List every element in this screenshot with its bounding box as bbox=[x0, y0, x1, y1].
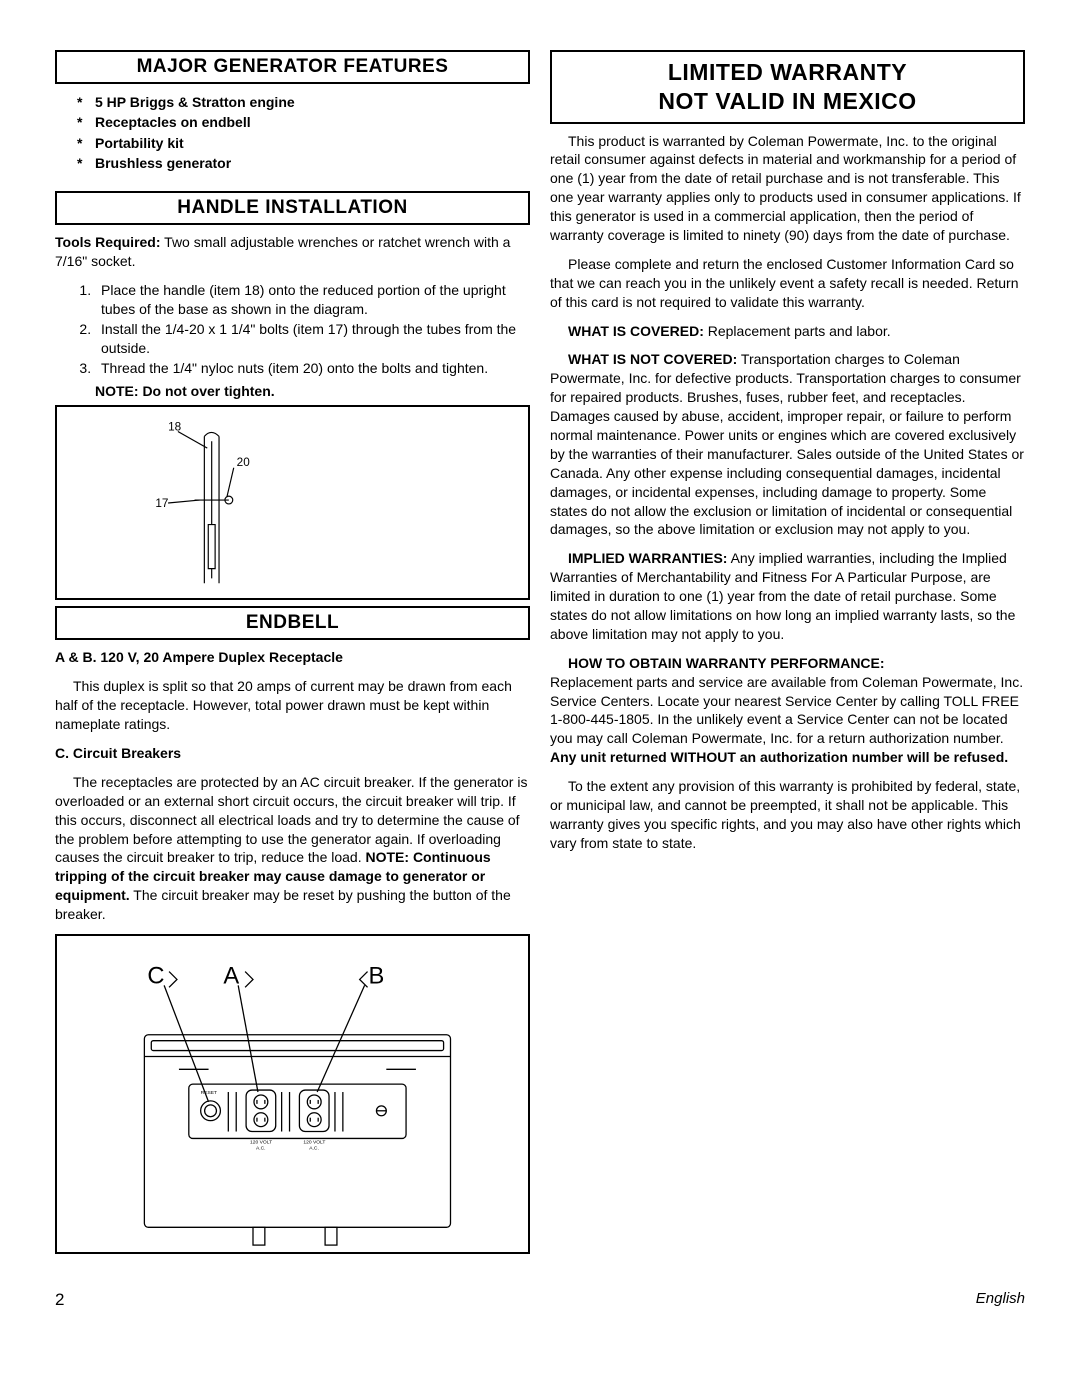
svg-text:A.C.: A.C. bbox=[256, 1145, 266, 1151]
svg-text:120 VOLT: 120 VOLT bbox=[303, 1139, 325, 1145]
callout-b: B bbox=[369, 963, 385, 989]
callout-c: C bbox=[147, 963, 164, 989]
endbell-ab-text: This duplex is split so that 20 amps of … bbox=[55, 677, 530, 734]
implied: IMPLIED WARRANTIES: Any implied warranti… bbox=[550, 549, 1025, 643]
endbell-ab: A & B. 120 V, 20 Ampere Duplex Receptacl… bbox=[55, 648, 530, 667]
step: Install the 1/4-20 x 1 1/4" bolts (item … bbox=[95, 320, 530, 358]
svg-text:A.C.: A.C. bbox=[309, 1145, 319, 1151]
diagram-label-17: 17 bbox=[155, 497, 168, 510]
install-steps: Place the handle (item 18) onto the redu… bbox=[55, 281, 530, 377]
warranty-header: LIMITED WARRANTY NOT VALID IN MEXICO bbox=[550, 50, 1025, 124]
diagram-label-18: 18 bbox=[168, 421, 182, 434]
step: Place the handle (item 18) onto the redu… bbox=[95, 281, 530, 319]
handle-header: HANDLE INSTALLATION bbox=[55, 191, 530, 225]
step: Thread the 1/4" nyloc nuts (item 20) ont… bbox=[95, 359, 530, 378]
svg-text:120 VOLT: 120 VOLT bbox=[250, 1139, 272, 1145]
footer: 2 English bbox=[0, 1290, 1080, 1350]
svg-text:RESET: RESET bbox=[201, 1090, 217, 1096]
endbell-c: C. Circuit Breakers bbox=[55, 744, 530, 763]
features-list: 5 HP Briggs & Stratton engine Receptacle… bbox=[55, 92, 530, 173]
feature-item: 5 HP Briggs & Stratton engine bbox=[77, 92, 530, 112]
endbell-header: ENDBELL bbox=[55, 606, 530, 640]
feature-item: Portability kit bbox=[77, 133, 530, 153]
obtain: HOW TO OBTAIN WARRANTY PERFORMANCE:Repla… bbox=[550, 654, 1025, 767]
feature-item: Receptacles on endbell bbox=[77, 112, 530, 132]
feature-item: Brushless generator bbox=[77, 153, 530, 173]
diagram-label-20: 20 bbox=[237, 456, 251, 469]
left-column: MAJOR GENERATOR FEATURES 5 HP Briggs & S… bbox=[55, 50, 530, 1260]
not-covered: WHAT IS NOT COVERED: Transportation char… bbox=[550, 350, 1025, 539]
right-column: LIMITED WARRANTY NOT VALID IN MEXICO Thi… bbox=[550, 50, 1025, 1260]
endbell-c-text: The receptacles are protected by an AC c… bbox=[55, 773, 530, 924]
language-label: English bbox=[976, 1290, 1025, 1310]
covered: WHAT IS COVERED: Replacement parts and l… bbox=[550, 322, 1025, 341]
warranty-p3: To the extent any provision of this warr… bbox=[550, 777, 1025, 853]
callout-a: A bbox=[223, 963, 239, 989]
warranty-p1: This product is warranted by Coleman Pow… bbox=[550, 132, 1025, 245]
tools-required: Tools Required: Two small adjustable wre… bbox=[55, 233, 530, 271]
warranty-p2: Please complete and return the enclosed … bbox=[550, 255, 1025, 312]
handle-diagram: 18 20 17 bbox=[55, 405, 530, 600]
endbell-diagram: RESET 120 VOLT A.C. bbox=[55, 934, 530, 1254]
page-number: 2 bbox=[55, 1290, 64, 1310]
features-header: MAJOR GENERATOR FEATURES bbox=[55, 50, 530, 84]
tighten-note: NOTE: Do not over tighten. bbox=[95, 383, 530, 399]
